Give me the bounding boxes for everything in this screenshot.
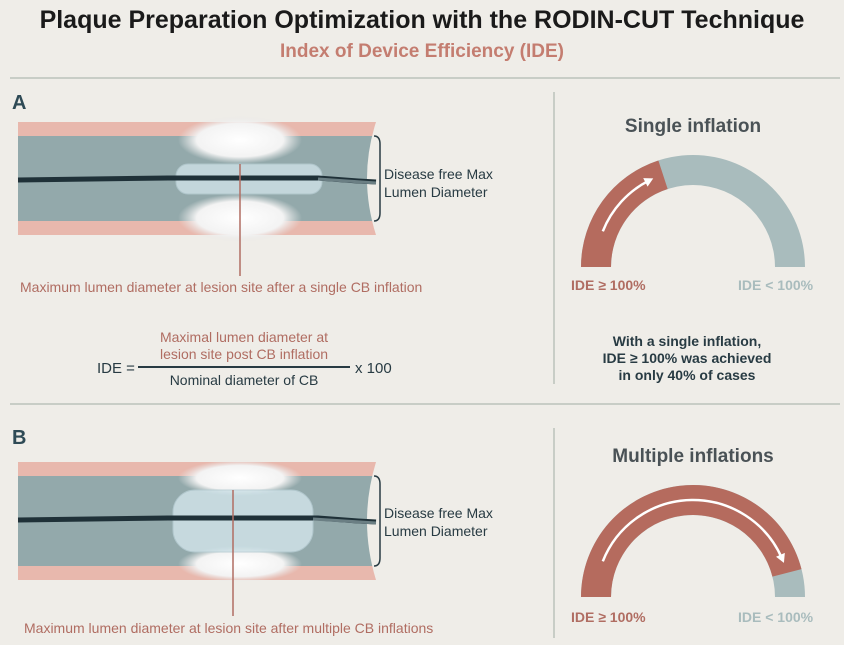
panel-b-letter: B [12, 427, 27, 449]
gauge-arrow-icon [601, 179, 650, 232]
panel-a-letter: A [12, 92, 27, 114]
divider-vertical-b [553, 428, 555, 638]
gauge-arrowhead-icon [643, 178, 654, 187]
vessel-cut-edge [367, 122, 376, 235]
gauge-title-a: Single inflation [624, 116, 762, 137]
balloon [172, 489, 314, 553]
plaque-bottom [178, 546, 302, 582]
gauge-arrowhead-icon [776, 552, 785, 563]
lesion-label-a: Maximum lumen diameter at lesion site af… [20, 279, 423, 295]
max-diameter-label-b: Disease free Max Lumen Diameter [384, 505, 493, 539]
formula-numerator: Maximal lumen diameter at lesion site po… [159, 329, 329, 362]
gauge-segment-at-or-above-100 [581, 485, 802, 597]
guidewire-tip [317, 177, 377, 185]
formula-lhs: IDE = [97, 360, 135, 377]
lesion-label-b: Maximum lumen diameter at lesion site af… [24, 620, 434, 636]
plaque-top [178, 460, 302, 496]
max-diameter-bracket [373, 475, 381, 567]
vessel-diagram-a [17, 116, 381, 276]
gauge-multiple-inflations [581, 485, 805, 597]
formula-denominator: Nominal diameter of CB [169, 372, 319, 388]
gauge-b-right-label: IDE < 100% [738, 609, 814, 625]
plaque-top [178, 116, 302, 164]
guidewire-tip [312, 517, 377, 525]
divider-middle [10, 403, 840, 405]
formula-multiplier: x 100 [355, 360, 392, 377]
gauge-arrow-icon [601, 498, 784, 562]
vessel-diagram-b [17, 460, 381, 616]
max-diameter-bracket [373, 135, 381, 222]
page-subtitle: Index of Device Efficiency (IDE) [279, 41, 565, 62]
gauge-title-b: Multiple inflations [612, 446, 774, 467]
divider-vertical-a [553, 92, 555, 384]
gauge-a-note: With a single inflation, IDE ≥ 100% was … [602, 333, 772, 383]
formula-fraction-line [138, 366, 350, 368]
gauge-segment-at-or-above-100 [581, 160, 668, 267]
page-title: Plaque Preparation Optimization with the… [39, 6, 805, 34]
gauge-a-right-label: IDE < 100% [738, 277, 814, 293]
max-diameter-label-a: Disease free Max Lumen Diameter [384, 166, 493, 200]
gauge-b-left-label: IDE ≥ 100% [571, 609, 646, 625]
gauge-single-inflation [581, 155, 805, 267]
gauge-a-left-label: IDE ≥ 100% [571, 277, 646, 293]
divider-top [10, 77, 840, 79]
